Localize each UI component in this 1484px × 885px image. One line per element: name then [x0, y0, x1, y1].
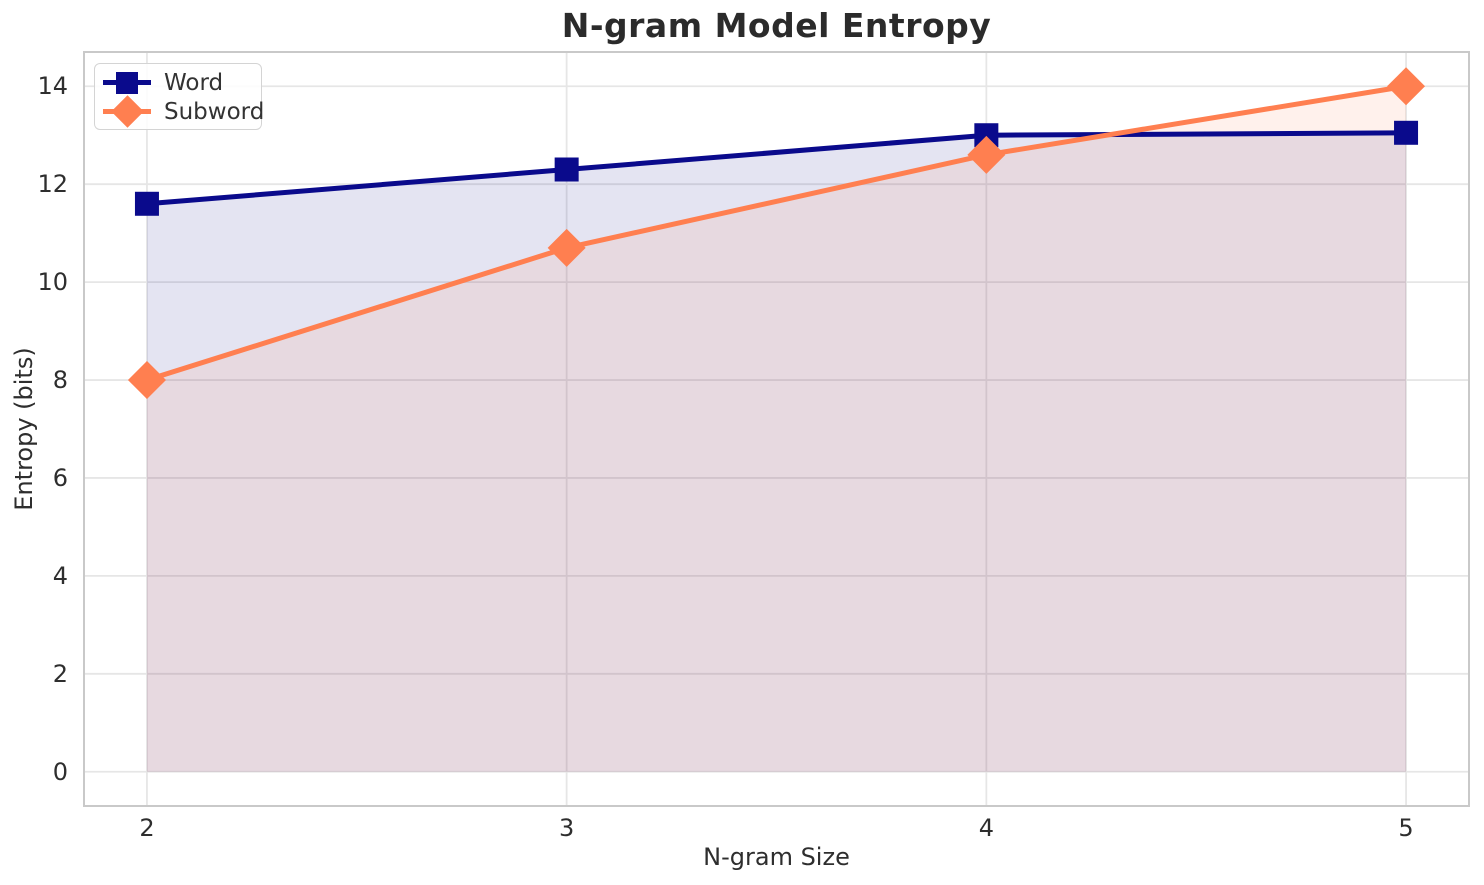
y-tick-label: 6	[52, 463, 68, 492]
x-tick-label: 2	[139, 814, 155, 842]
word-square-marker-icon	[116, 71, 138, 94]
axes-spines	[83, 51, 1470, 807]
y-tick-label: 14	[37, 72, 68, 101]
chart-title: N-gram Model Entropy	[561, 6, 992, 45]
word-line-swatch	[103, 68, 151, 97]
legend-label-word: Word	[164, 69, 224, 96]
subword-line-swatch	[103, 95, 151, 128]
y-tick-label: 0	[52, 757, 68, 786]
y-tick-label: 12	[37, 170, 68, 199]
marker-diamond-subword	[547, 228, 586, 267]
x-tick-label: 3	[559, 814, 575, 842]
area-fill-word	[146, 132, 1407, 772]
line-word	[146, 130, 1407, 207]
line-subword	[146, 83, 1407, 383]
area-fill-subword	[146, 86, 1407, 772]
subword-diamond-marker-icon	[110, 95, 144, 128]
legend-entry-word: Word	[103, 68, 261, 97]
marker-square-word	[134, 191, 159, 216]
marker-diamond-subword	[1387, 67, 1426, 106]
x-tick-label: 5	[1398, 814, 1414, 842]
marker-diamond-subword	[967, 135, 1006, 174]
y-tick-label: 10	[37, 268, 68, 297]
y-axis-label: Entropy (bits)	[10, 347, 38, 511]
y-tick-label: 2	[52, 659, 68, 688]
legend: Word Subword	[94, 63, 265, 130]
legend-entry-subword: Subword	[103, 95, 265, 128]
y-tick-label: 4	[52, 561, 68, 590]
marker-diamond-subword	[127, 361, 166, 400]
y-tick-label: 8	[52, 366, 68, 395]
x-axis-label: N-gram Size	[703, 843, 850, 871]
legend-label-subword: Subword	[164, 98, 265, 125]
x-tick-label: 4	[978, 814, 994, 842]
marker-square-word	[1394, 120, 1419, 145]
marker-square-word	[554, 157, 579, 182]
